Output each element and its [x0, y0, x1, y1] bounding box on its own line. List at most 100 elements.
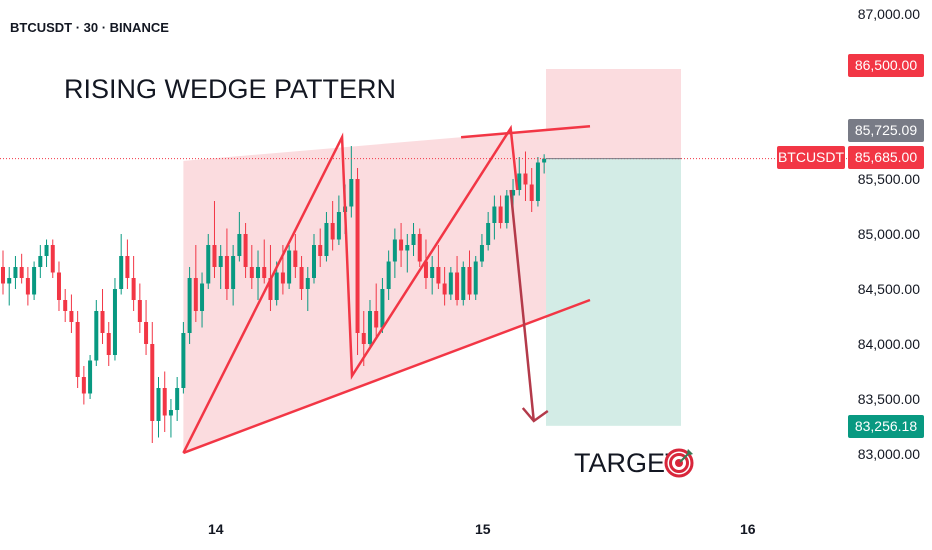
- candle-body: [405, 245, 410, 251]
- arrow-shaft: [509, 189, 536, 422]
- target-price-badge: 83,256.18: [848, 415, 924, 438]
- stop-price-text: 86,500.00: [855, 57, 917, 73]
- price-tick: 83,000.00: [858, 446, 920, 462]
- wedge-fill-area: [183, 129, 546, 453]
- position-zones: [546, 69, 681, 426]
- candle-body: [479, 245, 484, 262]
- candle-body: [423, 261, 428, 278]
- candle-body: [492, 206, 497, 223]
- candle-body: [504, 195, 509, 223]
- last-price-text: 85,685.00: [855, 149, 917, 165]
- candle-body: [168, 410, 173, 416]
- candle-body: [411, 234, 416, 245]
- high-price-text: 85,725.09: [855, 122, 917, 138]
- projection-arrow: [509, 189, 549, 423]
- price-tick: 84,000.00: [858, 336, 920, 352]
- candle-body: [473, 261, 478, 295]
- candle-body: [32, 267, 37, 295]
- candle-body: [212, 245, 217, 267]
- time-tick: 14: [208, 521, 224, 537]
- candle-body: [81, 377, 86, 394]
- candle-body: [461, 267, 466, 300]
- candle-body: [187, 278, 192, 333]
- candle-body: [1, 267, 5, 284]
- target-label: TARGET: [574, 448, 682, 478]
- candle-body: [392, 239, 397, 262]
- candle-body: [224, 256, 229, 289]
- candle-body: [336, 212, 341, 240]
- candle-body: [50, 245, 55, 273]
- candle-body: [237, 234, 242, 256]
- candle-body: [249, 267, 254, 278]
- time-tick: 15: [475, 521, 491, 537]
- candle-body: [100, 311, 105, 333]
- candle-body: [367, 311, 372, 344]
- candle-body: [467, 267, 472, 295]
- candle-body: [455, 272, 460, 300]
- candle-body: [125, 256, 130, 278]
- last-price-badge: 85,685.00: [848, 146, 924, 169]
- candle-body: [218, 256, 223, 267]
- candle-body: [287, 250, 292, 284]
- price-tick: 83,500.00: [858, 391, 920, 407]
- candle-body: [448, 272, 453, 295]
- candle-body: [386, 261, 391, 289]
- candle-body: [523, 173, 528, 185]
- wedge-upper-line: [460, 124, 591, 139]
- bullseye-icon: [664, 448, 694, 478]
- price-scale[interactable]: 87,000.0086,000.0085,500.0085,000.0084,5…: [858, 6, 920, 462]
- candle-body: [262, 267, 267, 278]
- candle-body: [144, 322, 149, 344]
- candle-body: [324, 223, 329, 256]
- candle-body: [94, 311, 99, 361]
- candle-body: [299, 267, 304, 289]
- arrow-head: [521, 407, 549, 423]
- candle-body: [69, 311, 74, 322]
- stop-price-badge: 86,500.00: [848, 54, 924, 77]
- price-tick: 87,000.00: [858, 6, 920, 22]
- candle-body: [112, 289, 117, 355]
- candle-body: [175, 388, 180, 410]
- candle-body: [150, 344, 155, 421]
- wedge-lower-line: [182, 298, 591, 455]
- price-tick: 85,500.00: [858, 171, 920, 187]
- candle-body: [88, 360, 93, 394]
- candle-body: [56, 272, 61, 300]
- target-price-text: 83,256.18: [855, 418, 917, 434]
- candle-body: [75, 322, 80, 377]
- candle-body: [137, 300, 142, 322]
- candle-body: [268, 278, 273, 300]
- candle-body: [256, 267, 261, 278]
- candle-body: [436, 267, 441, 284]
- candle-body: [193, 278, 198, 311]
- price-tick: 85,000.00: [858, 226, 920, 242]
- wedge-lines: [182, 124, 591, 455]
- candle-body: [312, 245, 316, 278]
- candle-body: [517, 173, 522, 190]
- candle-body: [181, 333, 186, 388]
- stop-zone: [546, 69, 681, 159]
- candle-body: [349, 179, 354, 207]
- candle-body: [19, 267, 24, 278]
- candle-body: [355, 179, 360, 333]
- symbol-tag-badge: BTCUSDT: [777, 146, 845, 169]
- candle-body: [361, 333, 366, 344]
- candle-body: [399, 239, 404, 251]
- candle-body: [542, 158, 547, 163]
- time-tick: 16: [740, 521, 756, 537]
- pattern-title: RISING WEDGE PATTERN: [64, 74, 396, 104]
- candle-body: [38, 256, 43, 267]
- candle-body: [529, 184, 534, 201]
- candle-body: [280, 272, 285, 284]
- candle-body: [535, 162, 540, 201]
- candle-body: [13, 267, 18, 278]
- candle-body: [486, 223, 491, 245]
- candle-body: [106, 333, 111, 355]
- candle-body: [44, 245, 49, 256]
- candle-body: [305, 278, 310, 289]
- high-price-badge: 85,725.09: [848, 119, 924, 142]
- candle-body: [156, 388, 161, 421]
- time-scale[interactable]: 14 15 16: [208, 521, 756, 537]
- candle-body: [511, 190, 516, 196]
